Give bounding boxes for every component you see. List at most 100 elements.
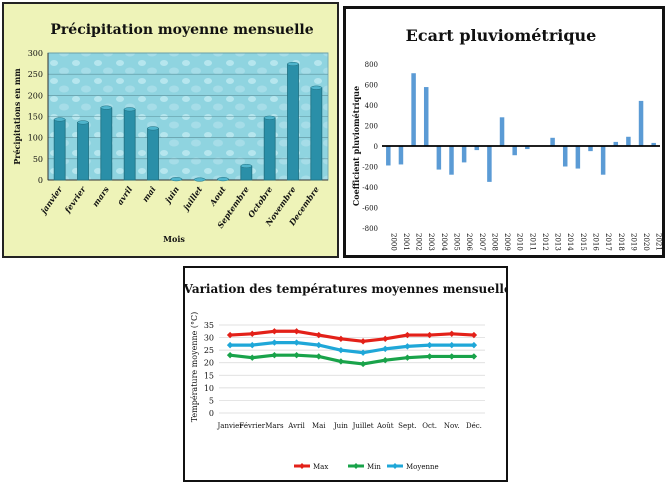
bar [398,146,404,165]
x-tick-label: Janvier [216,422,243,430]
y-tick-label: 0 [209,409,214,418]
bar-cap [217,177,229,182]
y-tick-label: 5 [209,396,214,405]
y-tick-label: 20 [204,359,214,368]
series-point [359,349,367,356]
bar [588,146,593,152]
bar [147,127,159,181]
y-tick-label: 200 [28,91,43,100]
series-point [404,354,411,361]
bar [287,63,299,181]
bar [474,146,480,151]
bar-cap [77,120,89,125]
bar [626,136,631,146]
bar [123,108,136,181]
x-tick-label: 2021 [655,233,662,251]
x-tick-label: Avril [287,422,305,430]
x-tick-label: 2012 [541,233,549,251]
series-point [337,335,345,343]
x-tick-label: 2004 [440,233,448,251]
bar [310,87,323,181]
bar-cap [263,115,276,120]
legend-marker [392,463,398,469]
x-tick-label: 2001 [402,233,410,251]
x-tick-label: 2008 [490,233,498,251]
x-tick-label: Mai [312,422,326,430]
series-point [249,341,256,349]
y-tick-label: 800 [365,61,378,69]
y-axis-label: Coefficient pluviométrique [351,86,361,206]
bar-cap [193,177,206,182]
x-tick-label: 2016 [592,233,600,251]
x-tick-label: Sept. [398,422,416,430]
bar [240,165,253,181]
series-point [293,339,300,346]
y-tick-label: 100 [28,134,43,143]
bar [613,141,619,146]
series-line-min [229,353,474,366]
bar [461,146,467,163]
x-tick-label: Oct. [422,422,437,430]
series-point [337,358,345,365]
series-point [359,360,367,368]
series-point [271,328,278,335]
bar [638,100,644,146]
y-tick-label: 0 [374,143,378,151]
series-point [470,331,478,339]
y-tick-label: 10 [204,384,214,393]
bar [100,107,113,181]
x-tick-label: 2002 [415,233,423,251]
series-point [226,351,234,359]
x-tick-label: Août [376,422,394,430]
y-tick-label: 25 [204,346,214,355]
series-point [337,346,345,354]
x-tick-label: 2020 [642,233,650,251]
x-tick-label: 2017 [604,233,612,251]
x-tick-label: Juin [333,422,349,430]
bar [386,146,391,166]
bar [263,117,276,181]
series-point [426,341,433,349]
y-tick-label: 30 [204,334,214,343]
bar-cap [147,126,159,131]
x-tick-label: 2011 [528,233,536,251]
y-tick-label: 600 [365,82,378,90]
x-tick-label: 2009 [503,233,511,251]
bar-cap [123,107,136,112]
y-tick-label: 300 [28,49,43,58]
bar-cap [100,105,113,110]
bar [600,146,606,175]
bar [562,146,568,167]
series-point [315,341,322,349]
temperature-chart: Variation des températures moyennes mens… [185,282,506,471]
rainfall-deviation-chart: Ecart pluviométrique -800 -600 -400 -200 0 200… [351,26,662,251]
series-point [226,341,234,349]
y-axis-label: Température moyenne (°C) [190,312,199,423]
y-tick-label: -400 [362,184,378,192]
x-tick-label: 2014 [566,233,574,251]
series-point [271,339,278,346]
bar [411,73,416,146]
x-tick-label: 2000 [389,233,397,251]
precipitation-chart-panel: Précipitation moyenne mensuelle 0 50 100 150… [2,2,339,258]
series-point [271,351,278,359]
chart-title: Variation des températures moyennes mens… [185,282,506,296]
series-point [404,343,411,350]
x-tick-label: Déc. [466,422,482,430]
bar [499,117,505,146]
precipitation-chart: Précipitation moyenne mensuelle 0 50 100 150… [4,4,337,256]
series-point [293,351,300,359]
series-point [448,341,455,349]
series-point [382,335,389,343]
x-tick-label: 2003 [427,233,435,251]
series-line-max [229,329,475,343]
series-point [249,354,256,361]
x-tick-label: 2005 [453,233,461,251]
x-axis-label: Mois [163,234,185,244]
series-point [226,331,234,339]
x-tick-label: 2015 [579,233,587,251]
bar-cap [310,85,323,90]
y-tick-label: -200 [362,164,378,172]
legend-label: Moyenne [406,463,439,471]
x-tick-label: 2019 [629,233,637,251]
